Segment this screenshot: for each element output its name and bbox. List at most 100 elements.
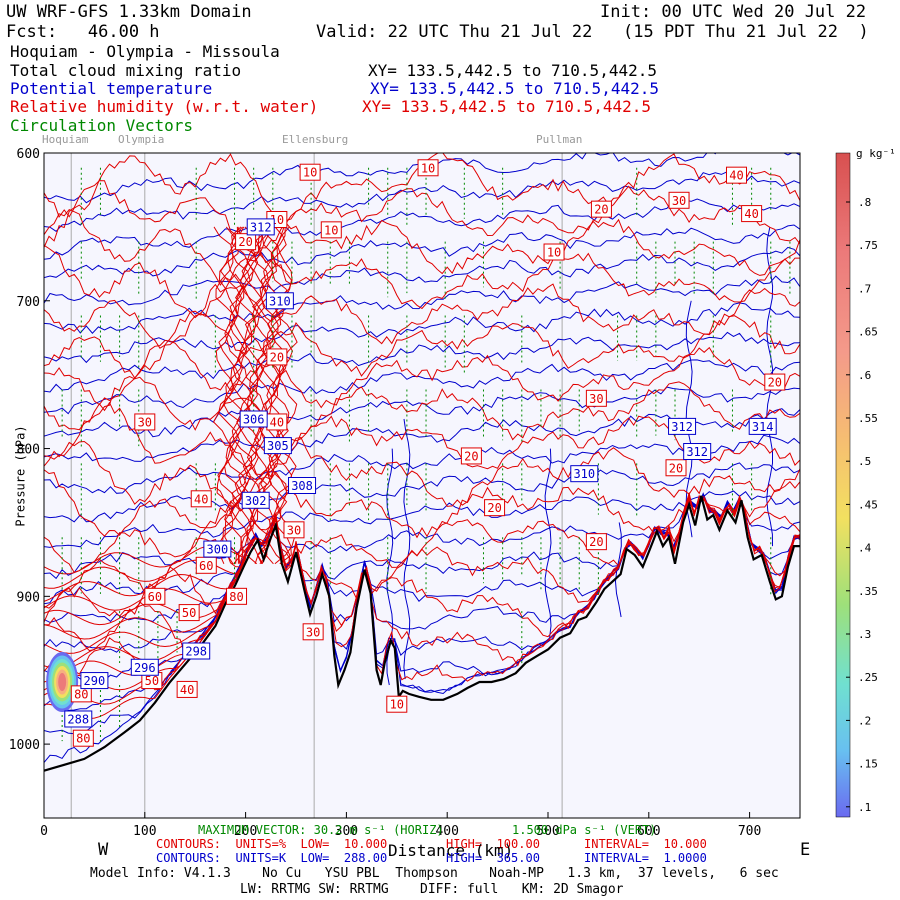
rh-label-box <box>178 604 200 622</box>
rh-label-box <box>590 200 612 218</box>
rh-label: 30 <box>287 523 301 537</box>
rh-label: 20 <box>270 350 284 364</box>
rh-label: 40 <box>180 683 194 697</box>
rh-label-box <box>320 221 342 239</box>
xy-rh: XY= 133.5,442.5 to 710.5,442.5 <box>362 97 651 116</box>
rh-label-box <box>386 695 408 713</box>
x-tick-label: 400 <box>435 824 458 839</box>
rh-contour <box>44 376 800 442</box>
vertical-vector: 1.500 dPa s⁻¹ (VERT) <box>512 823 657 837</box>
theta-label: 302 <box>245 494 267 508</box>
theta-contour <box>44 359 800 415</box>
rh-label: 30 <box>672 194 686 208</box>
theta-label: 288 <box>67 712 89 726</box>
theta-contour <box>44 171 800 232</box>
rh-contour <box>258 226 284 565</box>
rh-contour <box>266 226 291 564</box>
theta-label-box <box>570 465 599 483</box>
rh-label: 80 <box>76 732 90 746</box>
rh-label-box <box>176 680 198 698</box>
location-olympia: Olympia <box>118 133 165 146</box>
rh-contour <box>44 283 800 349</box>
theta-label: 312 <box>250 220 272 234</box>
rh-label-box <box>585 533 607 551</box>
theta-label-box <box>239 410 268 428</box>
rh-label-box <box>266 348 288 366</box>
rh-label-box <box>585 389 607 407</box>
x-tick-label: 700 <box>738 824 761 839</box>
rh-label-box <box>190 490 212 508</box>
x-tick-label: 200 <box>234 824 257 839</box>
rh-label-box <box>134 413 156 431</box>
theta-label-box <box>241 491 270 509</box>
colorbar-tick-label: .25 <box>858 671 878 684</box>
y-tick-label: 900 <box>17 590 40 605</box>
y-tick-label: 800 <box>17 443 40 458</box>
colorbar-tick-label: .15 <box>858 758 878 771</box>
rh-label-box <box>283 521 305 539</box>
rh-label: 40 <box>729 169 743 183</box>
theta-label: 310 <box>573 467 595 481</box>
y-tick-label: 700 <box>17 295 40 310</box>
theta-contours: CONTOURS: UNITS=K LOW= 288.00 <box>156 851 388 865</box>
theta-contour <box>44 224 800 279</box>
east-label: E <box>800 840 811 860</box>
rh-label: 30 <box>306 625 320 639</box>
theta-contour <box>44 462 800 523</box>
theta-label: 298 <box>185 645 207 659</box>
rh-label: 10 <box>390 698 404 712</box>
rh-label-box <box>235 233 257 251</box>
theta-contour <box>44 331 800 393</box>
rh-label-box <box>764 373 786 391</box>
rh-contour <box>44 339 800 409</box>
valid-time: Valid: 22 UTC Thu 21 Jul 22 (15 PDT Thu … <box>316 22 869 42</box>
rh-label-box <box>460 447 482 465</box>
colorbar-tick-label: .75 <box>858 239 878 252</box>
rh-contour <box>44 557 247 640</box>
rh-label-box <box>668 191 690 209</box>
y-tick-label: 600 <box>17 147 40 162</box>
y-tick-label: 1000 <box>9 738 40 753</box>
colorbar <box>835 152 851 818</box>
rh-label: 60 <box>148 590 162 604</box>
location-ellensburg: Ellensburg <box>282 133 349 146</box>
field-cloud-mixing: Total cloud mixing ratio <box>10 61 242 80</box>
rh-label: 80 <box>229 590 243 604</box>
colorbar-tick-label: .8 <box>858 196 871 209</box>
rh-contour <box>44 495 800 691</box>
rh-label: 10 <box>421 161 435 175</box>
theta-label-box <box>748 417 777 435</box>
rh-label-box <box>417 159 439 177</box>
rh-contour <box>44 208 800 286</box>
field-circulation-vectors: Circulation Vectors <box>10 116 194 135</box>
rh-contour <box>44 310 800 379</box>
plot-frame <box>43 152 801 819</box>
rh-label: 60 <box>199 559 213 573</box>
theta-label-box <box>288 477 317 494</box>
theta-label-box <box>130 658 159 676</box>
x-tick-label: 0 <box>40 824 48 839</box>
west-label: W <box>98 840 109 860</box>
init-time: Init: 00 UTC Wed 20 Jul 22 <box>600 2 867 22</box>
rh-label: 10 <box>303 166 317 180</box>
colorbar-units: g kg⁻¹ <box>856 147 896 160</box>
theta-contour <box>44 490 800 548</box>
field-potential-temperature: Potential temperature <box>10 79 213 98</box>
colorbar-tick-label: .55 <box>858 412 878 425</box>
y-axis-label: Pressure (hPa) <box>13 425 28 527</box>
max-vector: MAXIMUM VECTOR: 30.2 m s⁻¹ (HORIZ) <box>198 823 444 837</box>
rh-label: 20 <box>594 203 608 217</box>
rh-contour <box>44 557 247 654</box>
x-tick-label: 600 <box>637 824 660 839</box>
rh-label: 30 <box>589 392 603 406</box>
rh-label: 20 <box>487 501 501 515</box>
terrain-profile <box>43 495 800 772</box>
theta-label-box <box>668 417 697 435</box>
colorbar-tick-label: .4 <box>858 542 872 555</box>
rh-contours: CONTOURS: UNITS=% LOW= 10.000 <box>156 837 388 851</box>
theta-label: 305 <box>267 439 289 453</box>
colorbar-tick-label: .3 <box>858 628 871 641</box>
forecast-hour: Fcst: 46.00 h <box>6 22 160 42</box>
cloud-mixing-ratio <box>58 673 67 692</box>
